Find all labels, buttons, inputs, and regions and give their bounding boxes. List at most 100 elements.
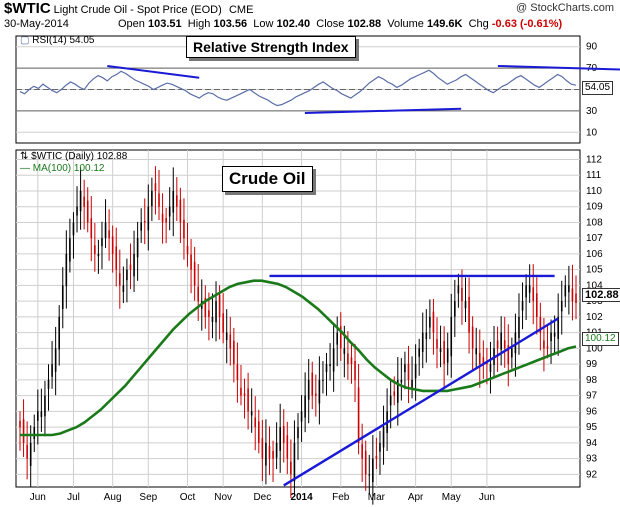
x-tick-label: Sep xyxy=(139,492,157,503)
price-y-tick-label: 108 xyxy=(586,217,603,228)
rsi-legend-text: RSI(14) 54.05 xyxy=(32,35,95,46)
price-candle-body xyxy=(379,442,381,452)
price-candle-body xyxy=(514,332,517,354)
price-y-tick-label: 110 xyxy=(586,186,602,197)
price-candle-body xyxy=(389,395,392,406)
price-candle-body xyxy=(151,190,153,207)
price-candle-body xyxy=(215,301,217,323)
price-candle-body xyxy=(507,345,510,365)
price-candle-body xyxy=(532,287,535,302)
x-tick-label: Jun xyxy=(30,492,46,503)
price-candle-body xyxy=(147,206,150,231)
price-candle-body xyxy=(557,316,559,339)
price-candle-body xyxy=(461,287,463,302)
price-candle-body xyxy=(282,426,285,443)
x-tick-label: Oct xyxy=(180,492,196,503)
price-candle-body xyxy=(19,420,21,428)
price-y-tick-label: 96 xyxy=(586,406,598,417)
price-legend-text: $WTIC (Daily) 102.88 xyxy=(31,151,128,162)
price-candle-body xyxy=(115,246,118,270)
price-candle-body xyxy=(425,332,428,340)
price-candle-body xyxy=(518,316,520,339)
price-candle-body xyxy=(193,261,196,286)
price-candle-body xyxy=(97,253,100,257)
price-candle-body xyxy=(183,219,185,239)
price-candle-body xyxy=(571,288,574,302)
ohlc-readout: Open 103.51 High 103.56 Low 102.40 Close… xyxy=(118,18,562,30)
price-candle-body xyxy=(489,364,492,372)
price-y-tick-label: 95 xyxy=(586,422,598,433)
price-candle-body xyxy=(158,193,160,207)
price-candle-body xyxy=(468,296,470,333)
price-candle-body xyxy=(69,238,71,262)
price-candle-body xyxy=(222,313,224,333)
rsi-title: Relative Strength Index xyxy=(186,36,356,58)
price-trendline xyxy=(283,317,559,487)
rsi-legend: ▢ RSI(14) 54.05 xyxy=(20,35,95,46)
price-candle-body xyxy=(243,393,246,396)
price-y-tick-label: 105 xyxy=(586,265,603,276)
rsi-trendline xyxy=(107,64,200,79)
price-candle-body xyxy=(257,421,260,443)
exchange: CME xyxy=(228,4,254,16)
price-candle-body xyxy=(475,348,478,355)
price-candle-body xyxy=(140,222,142,231)
price-candle-body xyxy=(133,253,135,277)
price-last-value: 102.88 xyxy=(582,288,620,302)
price-candle-body xyxy=(539,317,542,333)
x-tick-label: Apr xyxy=(408,492,424,503)
high-label: High xyxy=(187,18,211,30)
price-y-tick-label: 98 xyxy=(586,375,598,386)
symbol-description: Light Crude Oil - Spot Price (EOD) xyxy=(53,4,222,16)
price-candle-body xyxy=(336,332,339,345)
price-candle-body xyxy=(521,301,524,311)
price-candle-body xyxy=(429,316,431,328)
price-candle-body xyxy=(528,285,531,293)
chart-header: $WTIC Light Crude Oil - Spot Price (EOD) … xyxy=(0,0,620,34)
price-candle-body xyxy=(550,332,552,342)
price-candle-body xyxy=(79,190,82,212)
price-candle-body xyxy=(300,411,303,422)
price-candle-body xyxy=(168,206,171,217)
price-candle-body xyxy=(72,222,75,236)
price-candle-body xyxy=(211,316,214,322)
price-candle-body xyxy=(90,218,93,239)
price-y-tick-label: 111 xyxy=(586,170,602,181)
price-title: Crude Oil xyxy=(222,166,313,192)
price-y-tick-label: 107 xyxy=(586,233,603,244)
ma-last-value: 100.12 xyxy=(582,332,619,346)
price-candle-body xyxy=(111,236,114,254)
price-candle-body xyxy=(568,285,570,293)
price-candle-body xyxy=(225,332,228,341)
high-value: 103.56 xyxy=(213,18,248,30)
price-candle-body xyxy=(279,427,281,451)
price-y-tick-label: 102 xyxy=(586,312,603,323)
x-tick-label: Dec xyxy=(253,492,271,503)
price-candle-body xyxy=(179,199,182,223)
price-candle-body xyxy=(350,357,353,365)
low-label: Low xyxy=(253,18,274,30)
price-candle-body xyxy=(129,264,132,270)
price-candle-body xyxy=(464,301,467,309)
price-candle-body xyxy=(457,285,460,294)
price-candle-body xyxy=(446,348,449,363)
price-candle-body xyxy=(396,379,399,403)
price-candle-body xyxy=(29,442,32,466)
price-candle-body xyxy=(26,444,28,459)
price-y-tick-label: 92 xyxy=(586,469,598,480)
price-legend: ⇅ $WTIC (Daily) 102.88 xyxy=(20,151,128,162)
price-candle-body xyxy=(575,293,577,304)
x-tick-label: Jun xyxy=(479,492,495,503)
price-candle-body xyxy=(511,348,513,358)
price-candle-body xyxy=(51,364,53,377)
price-candle-body xyxy=(197,286,200,302)
price-candle-body xyxy=(400,379,403,383)
chg-label: Chg xyxy=(468,18,489,30)
price-candle-body xyxy=(304,395,306,418)
price-candle-body xyxy=(136,238,139,258)
price-y-tick-label: 94 xyxy=(586,438,598,449)
price-candle-body xyxy=(240,387,242,396)
close-value: 102.88 xyxy=(347,18,382,30)
price-candle-body xyxy=(94,245,96,254)
price-candle-body xyxy=(318,379,321,404)
